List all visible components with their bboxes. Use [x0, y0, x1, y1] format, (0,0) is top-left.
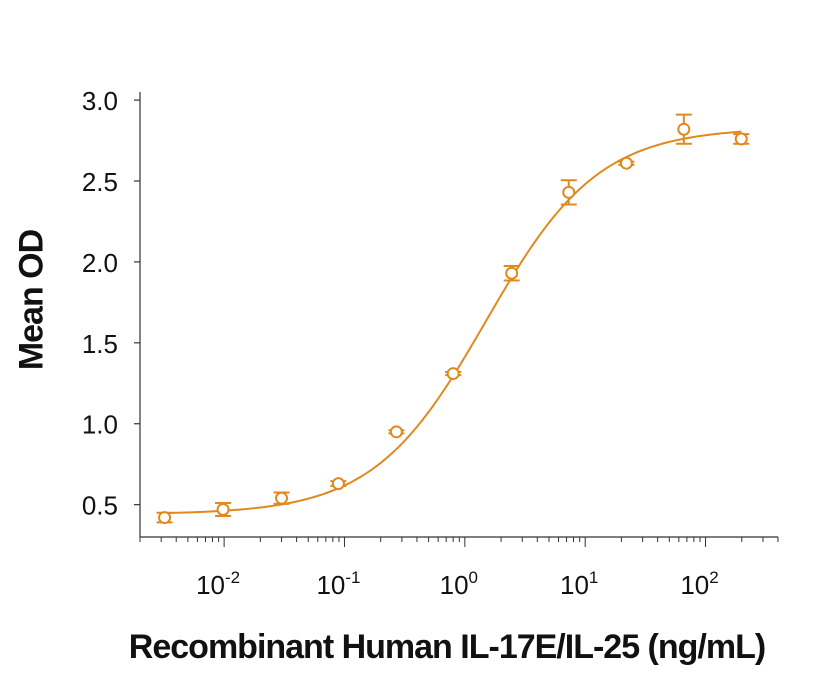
x-tick-labels: 10-2 10-1 100 101 102 [196, 568, 719, 600]
x-tick-label: 10-1 [316, 568, 360, 600]
x-tick-label: 10-2 [196, 568, 240, 600]
x-tick-label: 101 [560, 568, 598, 600]
data-point [389, 425, 403, 439]
data-point [446, 367, 460, 381]
y-tick-label: 3.0 [82, 86, 118, 116]
data-point [275, 491, 289, 505]
x-axis-label: Recombinant Human IL-17E/IL-25 (ng/mL) [128, 628, 766, 666]
data-point [734, 132, 748, 146]
data-point [505, 266, 519, 280]
y-tick-label: 1.0 [82, 410, 118, 440]
y-axis-label: Mean OD [12, 229, 51, 371]
y-tick-label: 2.5 [82, 167, 118, 197]
fit-curve [164, 130, 742, 515]
y-tick-label: 2.0 [82, 248, 118, 278]
y-tick-label: 1.5 [82, 329, 118, 359]
data-point [619, 156, 633, 170]
x-tick-label: 100 [440, 568, 478, 600]
tick-marks [134, 99, 779, 547]
data-points [158, 122, 748, 525]
data-point [677, 122, 691, 136]
y-tick-label: 0.5 [82, 491, 118, 521]
x-tick-label: 102 [680, 568, 718, 600]
y-axis-label-container: Mean OD [4, 170, 60, 430]
axes [139, 92, 778, 538]
data-point [158, 511, 172, 525]
data-point [216, 502, 230, 516]
data-point [331, 477, 345, 491]
y-tick-labels: 0.5 1.0 1.5 2.0 2.5 3.0 [82, 86, 118, 521]
data-point [562, 185, 576, 199]
error-bars [156, 113, 750, 524]
